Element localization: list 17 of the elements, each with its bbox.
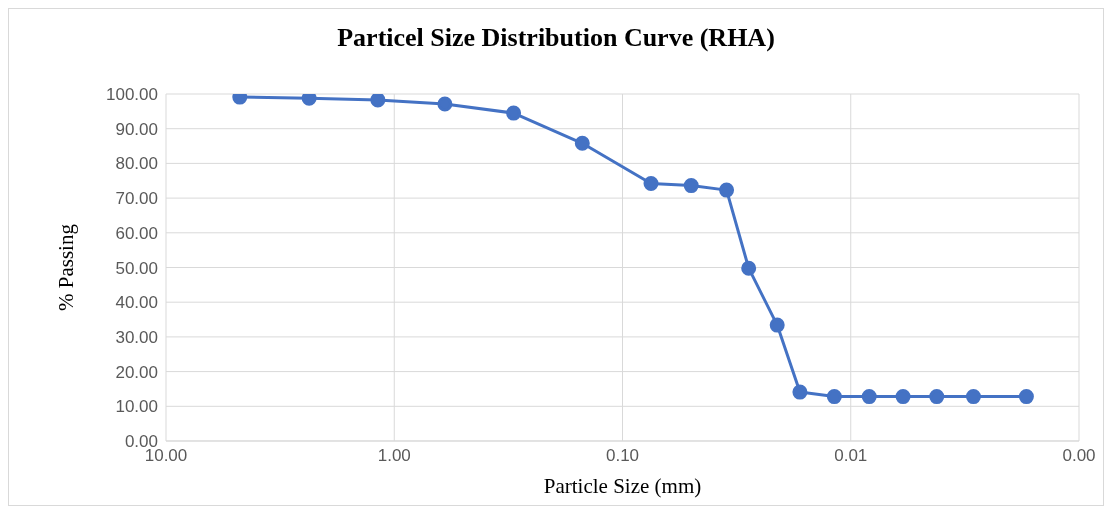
x-tick-label: 0.00: [1062, 446, 1096, 466]
x-tick-label: 0.10: [605, 446, 640, 466]
x-tick-label: 1.00: [377, 446, 411, 466]
y-tick-label: 30.00: [115, 327, 158, 347]
y-tick-label: 50.00: [115, 258, 158, 278]
x-axis-title: Particle Size (mm): [543, 474, 702, 498]
y-axis-title: % Passing: [54, 223, 79, 311]
y-tick-label: 10.00: [115, 397, 158, 417]
y-tick-label: 20.00: [115, 362, 158, 382]
y-tick-label: 60.00: [115, 223, 158, 243]
y-tick-label: 80.00: [115, 154, 158, 174]
y-tick-label: 90.00: [115, 119, 158, 139]
x-tick-label: 0.01: [834, 446, 868, 466]
y-tick-label: 100.00: [106, 85, 158, 105]
y-tick-label: 70.00: [115, 189, 158, 209]
y-tick-label: 40.00: [115, 293, 158, 313]
chart-title: Particel Size Distribution Curve (RHA): [336, 23, 776, 53]
